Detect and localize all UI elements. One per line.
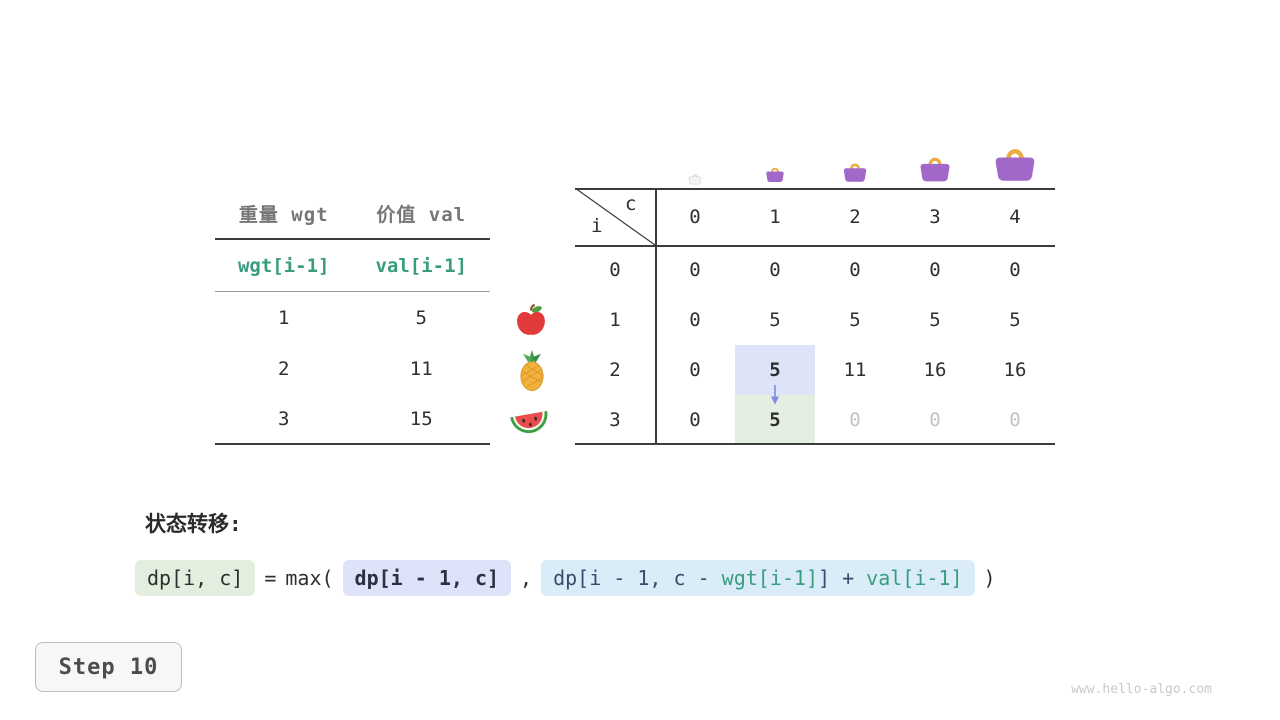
dp-table: c i 0 1 2 3 4 0 0 0 0 0 0 1 0 5 5 5 5 2 … (575, 188, 1055, 445)
item-table-header-val: 价值 val (376, 203, 467, 226)
item-table-val-index: val[i-1] (375, 254, 467, 277)
dp-table-bottom-rule (575, 443, 1055, 445)
item-table-wgt-index: wgt[i-1] (237, 254, 330, 277)
dp-row-header-2: 2 (609, 359, 621, 381)
dp-cell-r3-c3: 0 (929, 409, 941, 431)
item-table: 重量 wgt 价值 val wgt[i-1] val[i-1] 1 5 2 11… (215, 188, 490, 445)
dp-row-header-1: 1 (609, 309, 621, 331)
dp-cell-r0-c1: 0 (769, 259, 781, 281)
formula-branch2-infix: ] + (818, 566, 867, 590)
dp-cell-r2-c4: 16 (1003, 359, 1027, 381)
state-transition-formula: dp[i, c] = max( dp[i - 1, c] , dp[i - 1,… (135, 560, 996, 596)
formula-branch1-chip: dp[i - 1, c] (342, 560, 512, 596)
bag-large-icon (918, 153, 952, 187)
watermark: www.hello-algo.com (1071, 682, 1212, 697)
formula-separator: , (520, 566, 533, 590)
formula-equals: = (264, 566, 277, 590)
dp-cell-r0-c0: 0 (689, 259, 701, 281)
dp-cell-r3-c2: 0 (849, 409, 861, 431)
dp-table-top-rule (575, 188, 1055, 190)
dp-cell-r3-c0: 0 (689, 409, 701, 431)
dp-cell-r2-c2: 11 (843, 359, 867, 381)
item-2-val: 11 (409, 357, 433, 380)
dp-table-header-rule (575, 245, 1055, 247)
formula-lhs-chip: dp[i, c] (135, 560, 256, 596)
dp-cell-r0-c3: 0 (929, 259, 941, 281)
bag-small-icon (765, 165, 785, 187)
corner-diagonal-line (575, 188, 655, 245)
bag-xlarge-icon (992, 143, 1038, 187)
dp-col-header-2: 2 (849, 205, 861, 228)
dp-cell-r1-c2: 5 (849, 309, 861, 331)
dp-cell-r1-c1: 5 (769, 309, 781, 331)
formula-branch2-prefix: dp[i - 1, c - (553, 566, 722, 590)
item-row-1: 1 5 (215, 292, 490, 343)
dp-table-vertical-rule (655, 188, 657, 445)
dp-row-header-3: 3 (609, 409, 621, 431)
dp-col-header-1: 1 (769, 205, 781, 228)
state-transition-label: 状态转移: (145, 512, 242, 536)
dp-col-header-3: 3 (929, 205, 941, 228)
watermelon-icon (509, 408, 551, 442)
dp-cell-r2-c0: 0 (689, 359, 701, 381)
item-table-index-row: wgt[i-1] val[i-1] (215, 240, 490, 292)
item-table-header-row: 重量 wgt 价值 val (215, 188, 490, 240)
dp-corner-row-label: i (591, 215, 603, 237)
item-3-val: 15 (409, 407, 433, 430)
dp-cell-r3-c4: 0 (1009, 409, 1021, 431)
dp-cell-r0-c2: 0 (849, 259, 861, 281)
dp-corner-cell: c i (575, 188, 655, 245)
item-3-wgt: 3 (278, 407, 290, 430)
dp-cell-r1-c4: 5 (1009, 309, 1021, 331)
apple-icon (514, 303, 548, 341)
item-2-wgt: 2 (278, 357, 290, 380)
formula-branch2-val: val[i-1] (866, 566, 963, 590)
dp-cell-r1-c3: 5 (929, 309, 941, 331)
item-row-3: 3 15 (215, 394, 490, 445)
bag-medium-icon (842, 160, 868, 187)
dp-corner-col-label: c (625, 193, 637, 215)
transition-arrow-icon (771, 385, 779, 405)
dp-cell-r1-c0: 0 (689, 309, 701, 331)
dp-cell-r2-c3: 16 (923, 359, 947, 381)
dp-grid: c i 0 1 2 3 4 0 0 0 0 0 0 1 0 5 5 5 5 2 … (575, 188, 1055, 445)
pineapple-icon (516, 350, 548, 396)
dp-cell-r0-c4: 0 (1009, 259, 1021, 281)
dp-col-header-0: 0 (689, 205, 701, 228)
item-row-2: 2 11 (215, 343, 490, 394)
dp-row-header-0: 0 (609, 259, 621, 281)
step-badge: Step 10 (35, 642, 182, 692)
formula-branch2-chip: dp[i - 1, c - wgt[i-1]] + val[i-1] (541, 560, 975, 596)
formula-branch2-wgt: wgt[i-1] (721, 566, 818, 590)
bag-empty-icon (688, 170, 702, 189)
item-1-wgt: 1 (278, 306, 290, 329)
formula-close-paren: ) (983, 566, 996, 590)
dp-col-header-4: 4 (1009, 205, 1021, 228)
item-table-header-wgt: 重量 wgt (238, 203, 329, 226)
formula-max-open: max( (285, 566, 334, 590)
item-1-val: 5 (415, 306, 427, 329)
